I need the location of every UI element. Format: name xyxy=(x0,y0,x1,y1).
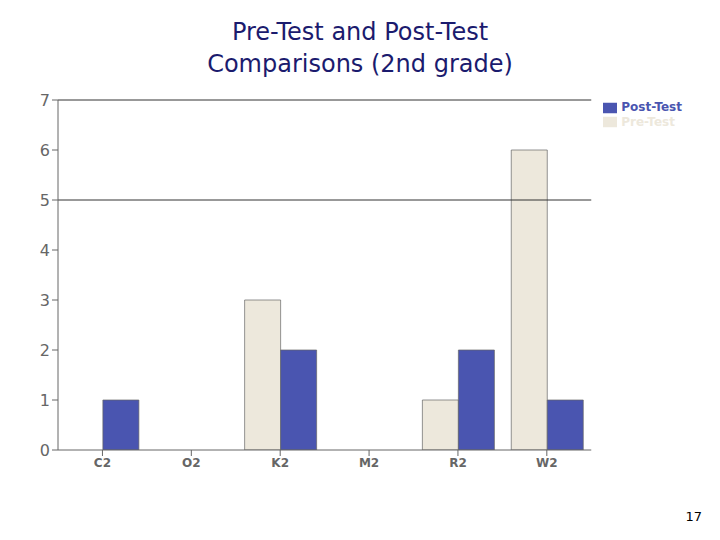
svg-text:1: 1 xyxy=(40,391,50,410)
html-text:Post-Test: Post-Test xyxy=(621,100,682,114)
html-text:Pre-Test and Post-Test: Pre-Test and Post-Test xyxy=(231,18,489,46)
svg-text:C2: C2 xyxy=(94,456,111,470)
svg-text:3: 3 xyxy=(40,291,50,310)
svg-text:7: 7 xyxy=(40,91,50,110)
svg-text:W2: W2 xyxy=(536,456,558,470)
svg-text:R2: R2 xyxy=(449,456,467,470)
svg-text:O2: O2 xyxy=(182,456,201,470)
svg-text:0: 0 xyxy=(40,441,50,460)
html-text:Comparisons (2nd grade): Comparisons (2nd grade) xyxy=(207,50,513,78)
svg-text:K2: K2 xyxy=(271,456,289,470)
svg-text:2: 2 xyxy=(40,341,50,360)
svg-text:5: 5 xyxy=(40,191,50,210)
html-text:17: 17 xyxy=(685,509,702,524)
svg-text:6: 6 xyxy=(40,141,50,160)
svg-text:4: 4 xyxy=(40,241,50,260)
html-text:Pre-Test: Pre-Test xyxy=(621,114,675,129)
svg-text:M2: M2 xyxy=(359,456,379,470)
